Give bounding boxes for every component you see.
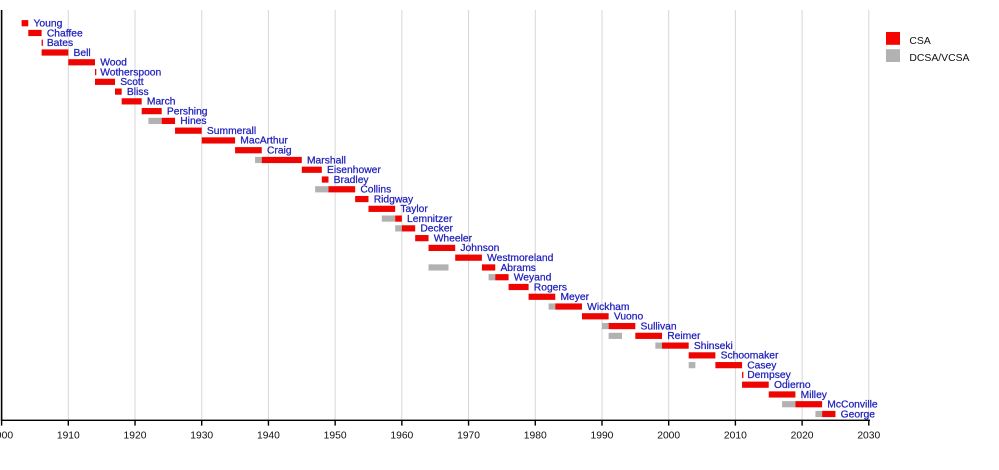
svg-text:Abrams: Abrams <box>500 263 535 274</box>
svg-text:Schoomaker: Schoomaker <box>721 351 779 362</box>
svg-text:Marshall: Marshall <box>307 155 346 166</box>
svg-text:1980: 1980 <box>524 431 547 442</box>
svg-text:Wotherspoon: Wotherspoon <box>100 67 161 78</box>
svg-text:Wickham: Wickham <box>587 302 629 313</box>
svg-text:Westmoreland: Westmoreland <box>487 253 553 264</box>
svg-text:Craig: Craig <box>267 146 292 157</box>
svg-text:Rogers: Rogers <box>534 282 567 293</box>
svg-text:1920: 1920 <box>124 431 147 442</box>
svg-text:DCSA/VCSA: DCSA/VCSA <box>909 53 969 64</box>
svg-text:Young: Young <box>33 19 62 30</box>
svg-text:March: March <box>147 97 176 108</box>
svg-text:1950: 1950 <box>324 431 347 442</box>
svg-text:Meyer: Meyer <box>560 292 589 303</box>
svg-text:Summerall: Summerall <box>207 126 256 137</box>
svg-text:1930: 1930 <box>190 431 213 442</box>
svg-text:CSA: CSA <box>909 36 930 47</box>
svg-text:Lemnitzer: Lemnitzer <box>407 214 453 225</box>
svg-text:Decker: Decker <box>420 224 453 235</box>
svg-text:2010: 2010 <box>724 431 747 442</box>
svg-text:1910: 1910 <box>57 431 80 442</box>
svg-text:Wheeler: Wheeler <box>434 233 473 244</box>
svg-text:Pershing: Pershing <box>167 106 208 117</box>
svg-text:Eisenhower: Eisenhower <box>327 165 381 176</box>
svg-text:Bates: Bates <box>47 38 73 49</box>
svg-text:1940: 1940 <box>257 431 280 442</box>
svg-text:2030: 2030 <box>857 431 880 442</box>
svg-text:Odierno: Odierno <box>774 380 811 391</box>
svg-text:2000: 2000 <box>657 431 680 442</box>
svg-text:Bliss: Bliss <box>127 87 149 98</box>
svg-text:Milley: Milley <box>801 390 828 401</box>
svg-text:1970: 1970 <box>457 431 480 442</box>
svg-text:Casey: Casey <box>747 360 777 371</box>
svg-text:Weyand: Weyand <box>514 273 552 284</box>
svg-text:Sullivan: Sullivan <box>641 321 677 332</box>
svg-text:Wood: Wood <box>100 58 127 69</box>
svg-text:1900: 1900 <box>0 431 13 442</box>
svg-text:Bell: Bell <box>74 48 91 59</box>
svg-text:1960: 1960 <box>390 431 413 442</box>
svg-text:Collins: Collins <box>360 185 391 196</box>
svg-text:George: George <box>841 409 876 420</box>
svg-text:Ridgway: Ridgway <box>374 194 414 205</box>
svg-text:Chaffee: Chaffee <box>47 28 83 39</box>
svg-text:Shinseki: Shinseki <box>694 341 733 352</box>
svg-text:Hines: Hines <box>180 116 206 127</box>
svg-text:Dempsey: Dempsey <box>747 370 791 381</box>
svg-text:MacArthur: MacArthur <box>240 136 288 147</box>
svg-text:McConville: McConville <box>827 400 878 411</box>
svg-text:2020: 2020 <box>791 431 814 442</box>
svg-text:Johnson: Johnson <box>460 243 499 254</box>
svg-text:Taylor: Taylor <box>400 204 428 215</box>
svg-text:Bradley: Bradley <box>334 175 370 186</box>
svg-text:1990: 1990 <box>591 431 614 442</box>
svg-text:Reimer: Reimer <box>667 331 701 342</box>
svg-text:Vuono: Vuono <box>614 312 644 323</box>
svg-text:Scott: Scott <box>120 77 144 88</box>
